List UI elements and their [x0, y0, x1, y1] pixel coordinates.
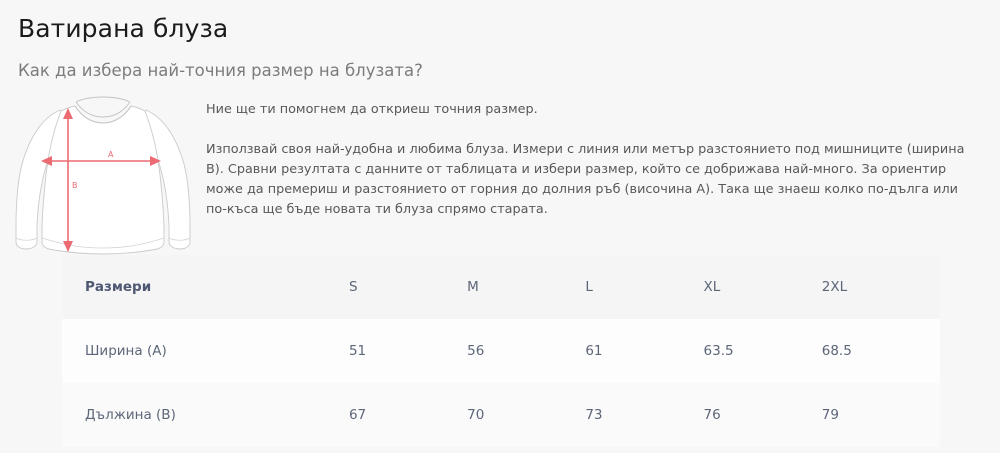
cell-width-xl: 63.5 [703, 343, 734, 359]
instructions: Ние ще ти помогнем да откриеш точния раз… [206, 100, 968, 220]
size-table: Размери S M L XL 2XL Ширина (A) 51 56 61… [62, 255, 940, 447]
cell-length-s: 67 [348, 407, 367, 423]
width-arrow-head-right [150, 156, 161, 166]
column-header-xl: XL [703, 279, 721, 295]
cell-length-2xl: 79 [821, 407, 839, 423]
row-label-length: Дължина (B) [85, 407, 176, 423]
table-row: Ширина (A) 51 56 61 63.5 68.5 [62, 319, 940, 383]
column-header-2xl: 2XL [821, 279, 848, 295]
cell-length-l: 73 [585, 407, 603, 423]
header: Ватирана блуза Как да избера най-точния … [18, 14, 818, 81]
width-marker-label: A [108, 150, 114, 159]
garment-illustration: A B [12, 92, 194, 260]
column-header-measure: Размери [85, 279, 152, 295]
height-arrow-head-top [63, 108, 73, 119]
size-table-header: Размери S M L XL 2XL [62, 255, 940, 319]
column-header-m: M [467, 279, 479, 295]
collar-icon [74, 96, 132, 124]
measurement-arrows [41, 108, 161, 252]
column-header-s: S [348, 279, 358, 295]
table-row: Дължина (B) 67 70 73 76 79 [62, 383, 940, 447]
column-header-l: L [585, 279, 593, 295]
page-subtitle: Как да избера най-точния размер на блуза… [18, 61, 423, 80]
cell-length-xl: 76 [703, 407, 721, 423]
instructions-lead: Ние ще ти помогнем да откриеш точния раз… [206, 102, 538, 117]
cell-width-s: 51 [348, 343, 367, 359]
page-title: Ватирана блуза [18, 14, 229, 43]
cell-width-2xl: 68.5 [821, 343, 852, 359]
row-label-width: Ширина (A) [85, 343, 167, 359]
height-arrow-head-bottom [63, 241, 73, 252]
width-arrow-head-left [41, 156, 52, 166]
height-marker-label: B [72, 181, 78, 190]
instructions-body: Използвай своя най-удобна и любима блуза… [206, 142, 965, 217]
cell-width-m: 56 [467, 343, 485, 359]
table-header-row: Размери S M L XL 2XL [62, 255, 940, 319]
cell-width-l: 61 [585, 343, 603, 359]
garment-outline-icon [15, 105, 191, 255]
cell-length-m: 70 [467, 407, 485, 423]
size-table-body: Ширина (A) 51 56 61 63.5 68.5 Дължина (B… [62, 319, 940, 447]
